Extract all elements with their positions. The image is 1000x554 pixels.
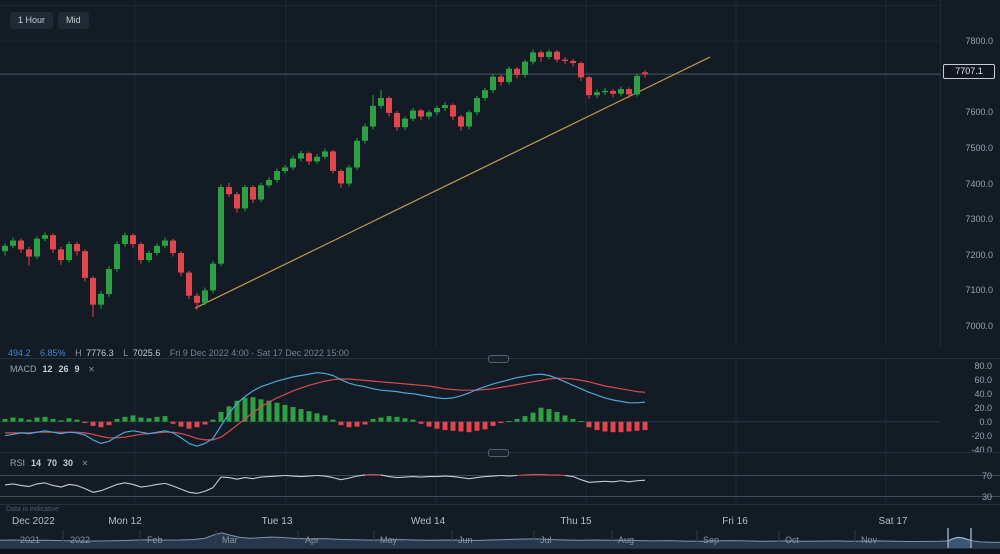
macd-param-slow: 26 [58, 364, 69, 374]
macd-close-icon[interactable]: ✕ [88, 365, 95, 374]
navigator-month-label: Jun [458, 535, 473, 545]
navigator-month-label: 2021 [20, 535, 41, 545]
navigator-month-label: 2022 [70, 535, 91, 545]
date-label: Sat 17 [878, 516, 908, 527]
date-label: Mon 12 [108, 516, 142, 527]
current-price-tag: 7707.1 [943, 64, 995, 79]
ohlc-info-bar: 494.2 6.85% H 7776.3 L 7025.6 Fri 9 Dec … [8, 348, 356, 359]
macd-panel[interactable] [0, 358, 1000, 452]
macd-tick-label: -20.0 [971, 430, 992, 441]
visible-date-range: Fri 9 Dec 2022 4:00 - Sat 17 Dec 2022 15… [169, 348, 349, 358]
high-label: H [75, 348, 82, 358]
macd-tick-label: 20.0 [974, 402, 992, 413]
price-tick-label: 7800.0 [965, 36, 993, 46]
macd-param-signal: 9 [74, 364, 80, 374]
date-label: Thu 15 [560, 516, 592, 527]
date-label: Dec 2022 [12, 516, 55, 527]
macd-param-fast: 12 [42, 364, 53, 374]
rsi-param-overbought: 70 [47, 458, 58, 468]
price-tick-label: 7100.0 [965, 285, 993, 296]
rsi-param-oversold: 30 [63, 458, 74, 468]
price-tick-label: 7200.0 [965, 249, 993, 260]
price-chart[interactable] [0, 0, 1000, 347]
data-indicative-note: Data is indicative [6, 506, 59, 513]
navigator-month-label: Mar [222, 535, 238, 545]
chart-toolbar: 1 Hour Mid [10, 12, 89, 29]
price-type-selector[interactable]: Mid [58, 12, 89, 29]
price-tick-label: 7500.0 [965, 142, 993, 153]
navigator-month-label: Apr [305, 535, 320, 545]
rsi-param-period: 14 [31, 458, 42, 468]
change-percent: 6.85% [40, 348, 66, 358]
bottom-strip [0, 548, 1000, 554]
rsi-close-icon[interactable]: ✕ [81, 459, 89, 468]
navigator-labels: 2021 2022 Feb Mar Apr May Jun Jul Aug Sep Oct Nov [0, 528, 1000, 548]
low-label: L [123, 348, 129, 358]
high-value: 7776.3 [86, 348, 114, 358]
date-axis[interactable]: Dec 2022 Mon 12 Tue 13 Wed 14 Thu 15 Fri 16 Sa… [0, 504, 1000, 528]
low-value: 7025.6 [132, 348, 161, 358]
collapse-handle-rsi[interactable] [488, 449, 509, 457]
panel-divider [0, 504, 1000, 505]
rsi-level-label: 70 [981, 470, 992, 481]
navigator-month-label: Jul [540, 535, 552, 545]
date-label: Tue 13 [261, 516, 293, 527]
price-tick-label: 7600.0 [965, 107, 993, 118]
range-navigator[interactable] [0, 528, 1000, 548]
navigator-month-label: Oct [785, 535, 800, 545]
interval-selector[interactable]: 1 Hour [10, 12, 54, 29]
rsi-panel[interactable] [0, 452, 1000, 504]
rsi-label: RSI [10, 458, 26, 468]
collapse-handle-macd[interactable] [488, 355, 509, 363]
price-tick-label: 7400.0 [965, 178, 993, 189]
price-tick-label: 7000.0 [965, 321, 993, 331]
macd-tick-label: 0.0 [979, 416, 992, 427]
navigator-month-label: Nov [861, 535, 878, 545]
navigator-month-label: May [380, 535, 398, 545]
macd-tick-label: 80.0 [974, 360, 992, 371]
date-label: Wed 14 [410, 516, 446, 527]
navigator-month-label: Aug [618, 535, 635, 545]
macd-tick-label: -40.0 [971, 444, 992, 455]
price-axis[interactable]: 7800.0 7600.0 7500.0 7400.0 7300.0 7200.0 7100… [940, 0, 1000, 347]
navigator-month-label: Sep [703, 535, 720, 545]
navigator-month-label: Feb [147, 535, 163, 545]
rsi-level-label: 30 [981, 491, 992, 502]
macd-header: MACD 12 26 9 ✕ [10, 364, 95, 374]
macd-tick-label: 40.0 [974, 388, 992, 399]
macd-label: MACD [10, 364, 37, 374]
price-tick-label: 7300.0 [965, 214, 993, 225]
date-label: Fri 16 [722, 516, 748, 527]
change-value: 494.2 [8, 348, 31, 358]
rsi-header: RSI 14 70 30 ✕ [10, 458, 88, 468]
macd-tick-label: 60.0 [974, 374, 992, 385]
